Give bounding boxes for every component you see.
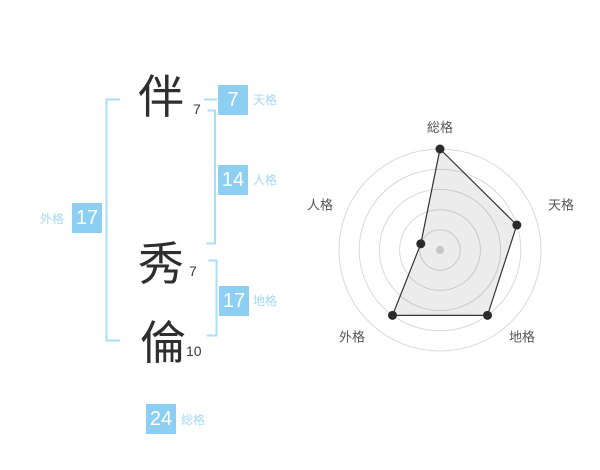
gaikaku-label: 外格 <box>40 212 65 226</box>
stroke-count-surname-1: 7 <box>193 101 201 117</box>
radar-axis-label-2: 地格 <box>509 329 535 344</box>
chikaku-value-box: 17 <box>219 286 249 316</box>
radar-point-3 <box>388 310 398 320</box>
tenkaku-label: 天格 <box>253 93 278 107</box>
tenkaku-value-box: 7 <box>218 85 248 115</box>
kanji-given-1: 秀 <box>138 238 184 290</box>
stroke-count-given-2: 10 <box>186 343 202 359</box>
gaikaku-bracket <box>105 98 120 342</box>
kanji-given-2: 倫 <box>140 317 186 369</box>
kanji-surname-1: 伴 <box>138 71 184 123</box>
radar-point-2 <box>482 310 492 320</box>
jinkaku-bracket <box>206 109 216 245</box>
jinkaku-label: 人格 <box>253 173 278 187</box>
soukaku-value-box: 24 <box>146 404 176 434</box>
soukaku-label: 総格 <box>181 413 206 427</box>
radar-axis-label-4: 人格 <box>307 197 333 212</box>
chikaku-label: 地格 <box>253 294 278 308</box>
stroke-count-given-1: 7 <box>189 263 197 279</box>
jinkaku-value-box: 14 <box>218 165 248 195</box>
radar-axis-label-1: 天格 <box>548 197 574 212</box>
radar-axis-label-0: 総格 <box>427 120 453 135</box>
chikaku-bracket <box>206 259 218 337</box>
gaikaku-value-box: 17 <box>72 203 102 233</box>
radar-point-4 <box>416 239 426 249</box>
radar-point-0 <box>435 144 445 154</box>
name-structure-diagram: 伴 7 秀 7 倫 10 7 天格 14 人格 17 地格 外格 17 24 総… <box>40 71 278 434</box>
radar-point-1 <box>512 220 522 230</box>
radar-axis-label-3: 外格 <box>339 329 365 344</box>
fortune-radar-chart: 総格天格地格 外格 人格 <box>300 110 590 360</box>
